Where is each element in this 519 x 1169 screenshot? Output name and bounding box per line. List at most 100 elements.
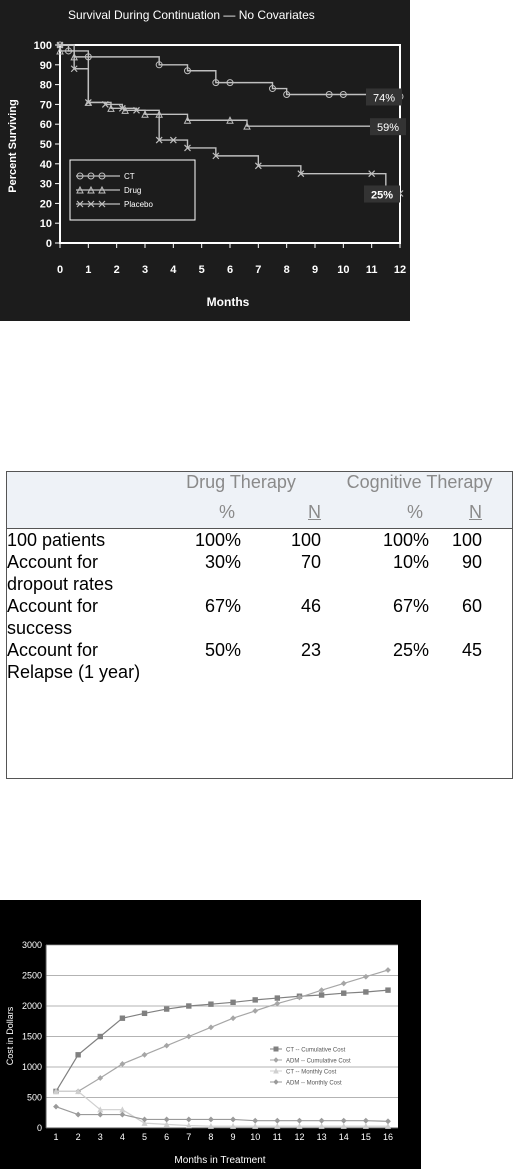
- survival-point-drug: [56, 46, 64, 55]
- cost-point-3: [362, 1117, 369, 1124]
- table-row: 100 patients 100% 100 100% 100: [7, 529, 512, 552]
- cost-point-1: [340, 980, 347, 987]
- cell-drug-percent: 100%: [194, 530, 241, 550]
- cell-drug-n: 70: [300, 552, 321, 572]
- row-label: 100 patients: [7, 530, 106, 550]
- cost-point-2: [141, 1119, 148, 1126]
- group-header-cognitive-therapy: Cognitive Therapy: [346, 472, 493, 492]
- cost-point-0: [75, 1052, 81, 1058]
- survival-end-label: 74%: [373, 92, 395, 104]
- survival-legend-marker-placebo: [76, 200, 84, 208]
- survival-title: Survival During Continuation — No Covari…: [68, 8, 315, 22]
- survival-point-placebo: [101, 100, 109, 108]
- group-header-drug-therapy: Drug Therapy: [186, 472, 296, 492]
- survival-legend-label-placebo: Placebo: [124, 200, 153, 209]
- survival-point-placebo: [184, 144, 191, 152]
- survival-legend: CT Drug Placebo: [69, 159, 196, 221]
- cost-point-1: [385, 967, 391, 973]
- cost-point-1: [97, 1075, 104, 1081]
- survival-line-ct: [60, 44, 401, 97]
- survival-chart: Survival During Continuation — No Covari…: [0, 0, 410, 321]
- cost-point-0: [341, 990, 347, 996]
- cost-x-tick-label: 3: [98, 1132, 103, 1142]
- survival-point-ct: [269, 85, 276, 93]
- cell-ct-percent: 67%: [392, 596, 429, 616]
- row-label: Account for dropout rates: [7, 552, 114, 594]
- cost-point-2: [230, 1122, 237, 1129]
- cost-point-1: [141, 1051, 148, 1058]
- cell-ct-n: 60: [461, 596, 482, 616]
- cost-point-2: [362, 1122, 369, 1129]
- cost-x-tick-label: 7: [186, 1132, 191, 1142]
- survival-y-tick-label: 70: [40, 99, 52, 111]
- survival-point-placebo: [133, 106, 140, 114]
- cost-point-3: [340, 1117, 347, 1124]
- cost-point-2: [318, 1122, 325, 1129]
- cost-point-2: [185, 1122, 192, 1129]
- table-corner-cell-sub: [7, 502, 155, 529]
- cell-ct-n: 45: [461, 640, 482, 660]
- cost-x-tick-label: 14: [339, 1132, 349, 1142]
- cost-y-tick-label: 1000: [22, 1062, 42, 1072]
- cost-x-tick-label: 10: [250, 1132, 260, 1142]
- survival-y-tick-label: 30: [40, 179, 52, 191]
- cost-y-tick-label: 0: [37, 1123, 42, 1133]
- survival-point-placebo: [118, 104, 126, 112]
- survival-legend-label-drug: Drug: [124, 186, 141, 195]
- table-group-header-row: Drug Therapy Cognitive Therapy: [7, 472, 512, 502]
- table-row: Account for success 67% 46 67% 60: [7, 595, 512, 639]
- cell-ct-percent: 25%: [392, 640, 429, 660]
- row-label: Account for success: [7, 596, 99, 638]
- survival-legend-marker-drug: [98, 185, 106, 194]
- survival-x-tick-label: 8: [284, 264, 290, 276]
- cost-legend-marker-1: [273, 1057, 279, 1063]
- comparison-table: Drug Therapy Cognitive Therapy % N % N 1…: [7, 472, 512, 683]
- cost-point-3: [75, 1111, 82, 1118]
- cell-ct-percent: 100%: [382, 530, 429, 550]
- survival-point-ct: [325, 91, 333, 98]
- cost-point-0: [230, 999, 236, 1006]
- cost-legend-marker-0: [273, 1046, 279, 1052]
- cell-drug-percent: 50%: [204, 640, 241, 660]
- cost-point-0: [97, 1033, 103, 1040]
- cost-x-tick-label: 11: [273, 1132, 282, 1142]
- survival-end-label-box: [370, 118, 406, 136]
- cost-x-axis-label: Months in Treatment: [174, 1155, 265, 1166]
- cost-point-3: [274, 1117, 281, 1124]
- cost-x-tick-label: 6: [164, 1132, 169, 1142]
- survival-line-drug: [60, 50, 400, 127]
- cell-ct-n: 100: [451, 530, 482, 550]
- cost-point-2: [163, 1121, 170, 1128]
- survival-x-tick-label: 11: [366, 264, 378, 276]
- cost-point-0: [141, 1010, 148, 1017]
- survival-x-axis-label: Months: [207, 295, 250, 309]
- cost-point-1: [362, 973, 369, 980]
- cost-x-tick-label: 8: [208, 1132, 213, 1142]
- cost-line-3: [55, 1106, 389, 1122]
- survival-x-tick-label: 3: [142, 264, 148, 276]
- cost-point-3: [252, 1117, 259, 1124]
- table-row: Account for dropout rates 30% 70 10% 90: [7, 551, 512, 595]
- cost-legend: CT -- Cumulative Cost ADM -- Cumulative C…: [270, 1046, 351, 1087]
- cost-point-1: [252, 1007, 259, 1014]
- cost-y-axis-label: Cost in Dollars: [5, 1006, 15, 1065]
- cell-ct-n: 90: [461, 552, 482, 572]
- survival-x-tick-label: 2: [114, 264, 120, 276]
- cost-point-0: [252, 997, 258, 1003]
- cell-drug-percent: 30%: [204, 552, 241, 572]
- survival-line-placebo: [60, 44, 400, 195]
- survival-x-tick-label: 1: [85, 264, 91, 276]
- survival-y-tick-label: 40: [40, 159, 52, 171]
- cost-point-0: [186, 1003, 192, 1009]
- cost-x-tick-label: 15: [361, 1132, 371, 1142]
- survival-point-ct: [212, 79, 220, 87]
- cell-drug-percent: 67%: [204, 596, 241, 616]
- cost-point-2: [207, 1122, 214, 1129]
- cost-point-3: [185, 1116, 192, 1123]
- survival-point-ct: [339, 91, 347, 98]
- cell-drug-n: 46: [300, 596, 321, 616]
- cost-point-0: [385, 987, 391, 993]
- survival-x-tick-label: 10: [337, 264, 349, 276]
- cost-legend-marker-3: [273, 1079, 279, 1085]
- survival-point-ct: [226, 79, 234, 87]
